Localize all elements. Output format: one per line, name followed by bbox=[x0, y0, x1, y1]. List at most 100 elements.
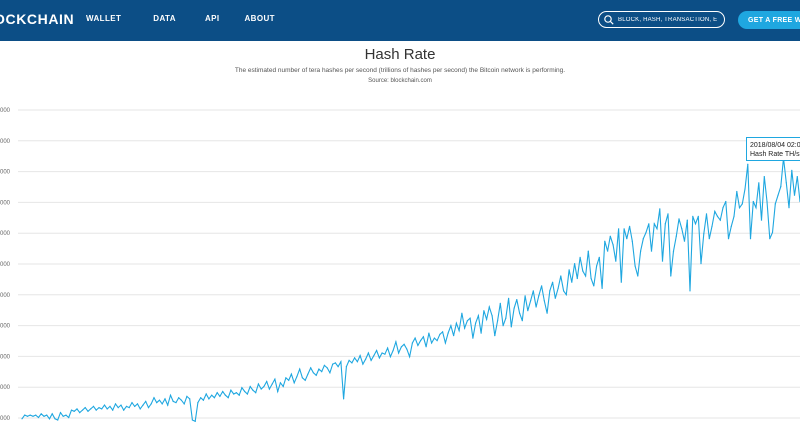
data-point bbox=[150, 403, 152, 405]
data-point bbox=[703, 233, 705, 235]
y-tick-label: 000 bbox=[0, 416, 11, 422]
data-point bbox=[266, 380, 268, 383]
data-point bbox=[527, 310, 529, 312]
data-point bbox=[711, 225, 713, 227]
data-point bbox=[480, 332, 482, 334]
data-point bbox=[117, 407, 119, 409]
data-point bbox=[464, 327, 466, 329]
data-point bbox=[576, 277, 578, 280]
data-point bbox=[293, 382, 295, 384]
data-point bbox=[329, 372, 331, 374]
data-point bbox=[255, 392, 257, 394]
data-point bbox=[579, 256, 581, 258]
nav-wallet[interactable]: WALLET bbox=[86, 14, 122, 23]
search-icon bbox=[604, 14, 614, 25]
data-point bbox=[411, 342, 413, 344]
data-point bbox=[433, 337, 435, 339]
data-point bbox=[530, 300, 532, 302]
data-point bbox=[425, 346, 427, 348]
data-point bbox=[216, 392, 218, 394]
data-point bbox=[304, 379, 306, 381]
nav-api[interactable]: API bbox=[204, 14, 220, 23]
data-point bbox=[101, 408, 103, 410]
data-point bbox=[521, 320, 523, 322]
data-point bbox=[590, 277, 592, 280]
data-point bbox=[103, 404, 106, 406]
data-point bbox=[299, 368, 301, 370]
data-point bbox=[337, 366, 339, 368]
data-point bbox=[98, 407, 100, 409]
data-point bbox=[497, 320, 499, 322]
data-point bbox=[87, 410, 89, 412]
data-point bbox=[428, 332, 430, 334]
blockchain-logo[interactable]: OCKCHAIN bbox=[0, 11, 75, 27]
data-point bbox=[417, 344, 419, 347]
data-point bbox=[741, 203, 743, 205]
data-point bbox=[585, 275, 587, 277]
data-point bbox=[392, 349, 394, 352]
data-point bbox=[593, 285, 595, 287]
data-point bbox=[483, 310, 485, 312]
data-point bbox=[694, 223, 697, 225]
data-point bbox=[747, 163, 749, 165]
data-point bbox=[376, 349, 378, 352]
data-point bbox=[381, 352, 383, 354]
data-point bbox=[458, 330, 460, 332]
data-point bbox=[373, 354, 375, 357]
data-point bbox=[398, 352, 400, 354]
data-point bbox=[134, 405, 136, 407]
data-point bbox=[502, 325, 504, 327]
data-point bbox=[125, 405, 128, 407]
data-point bbox=[513, 307, 515, 309]
data-point bbox=[469, 317, 471, 319]
data-point bbox=[219, 395, 221, 397]
data-point bbox=[744, 188, 746, 190]
data-point bbox=[552, 281, 554, 283]
nav-about[interactable]: ABOUT bbox=[244, 14, 275, 23]
data-point bbox=[436, 340, 438, 342]
nav-data[interactable]: DATA bbox=[153, 14, 176, 23]
data-point bbox=[312, 372, 314, 374]
data-point bbox=[516, 299, 518, 301]
data-point bbox=[307, 373, 309, 375]
data-point bbox=[714, 210, 716, 212]
data-point bbox=[535, 306, 537, 308]
data-point bbox=[675, 235, 677, 237]
data-point bbox=[780, 186, 782, 188]
data-point bbox=[131, 402, 133, 404]
data-point bbox=[323, 364, 325, 366]
search-box[interactable] bbox=[598, 11, 725, 28]
data-point bbox=[348, 359, 350, 361]
data-point bbox=[642, 238, 644, 240]
data-point bbox=[719, 219, 721, 221]
data-point bbox=[326, 367, 328, 369]
data-point bbox=[752, 200, 754, 203]
data-point bbox=[672, 250, 675, 252]
data-point bbox=[164, 398, 166, 400]
data-point bbox=[205, 393, 207, 395]
data-point bbox=[508, 297, 510, 299]
data-point bbox=[730, 225, 732, 227]
data-point bbox=[334, 362, 336, 364]
data-point bbox=[128, 407, 130, 409]
data-point bbox=[268, 388, 270, 390]
data-point bbox=[109, 405, 111, 407]
data-point bbox=[406, 348, 408, 350]
data-point bbox=[607, 250, 609, 252]
data-point bbox=[178, 397, 180, 399]
get-free-wallet-button[interactable]: GET A FREE WALL bbox=[738, 11, 800, 29]
data-point bbox=[403, 343, 405, 345]
data-point bbox=[447, 332, 449, 334]
y-tick-label: 000 bbox=[0, 324, 11, 330]
data-point bbox=[310, 367, 312, 369]
data-point bbox=[46, 414, 48, 416]
search-input[interactable] bbox=[615, 16, 718, 23]
data-point bbox=[84, 407, 86, 409]
data-point bbox=[114, 403, 117, 405]
data-point bbox=[246, 393, 248, 395]
data-point bbox=[233, 393, 235, 395]
data-point bbox=[194, 420, 196, 422]
data-point bbox=[565, 294, 567, 296]
data-point bbox=[623, 228, 625, 230]
